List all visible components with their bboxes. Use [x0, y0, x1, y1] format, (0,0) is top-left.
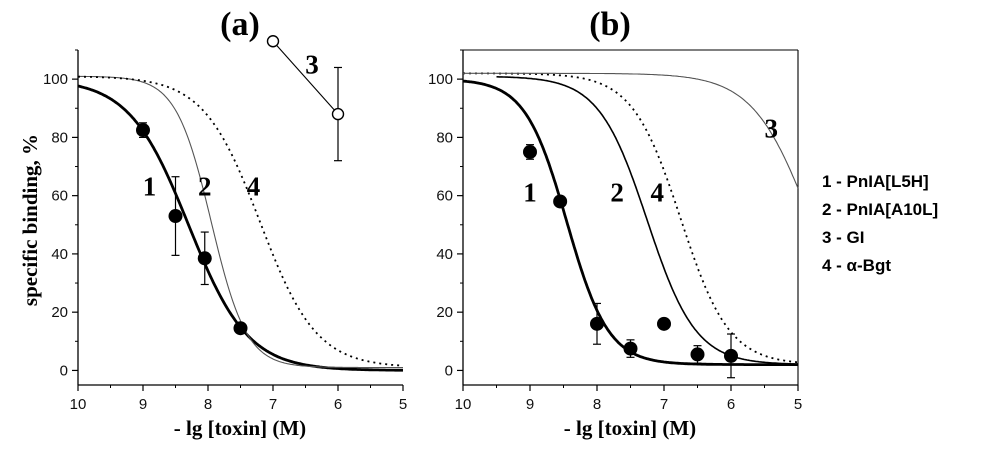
data-point-1	[724, 348, 738, 363]
y-tick-label: 80	[51, 129, 68, 146]
y-tick-label: 80	[436, 129, 453, 146]
x-tick-label: 7	[269, 396, 277, 413]
y-tick-label: 20	[51, 304, 68, 321]
x-tick-label: 9	[139, 396, 147, 413]
legend-entry-1: 1 - PnIA[L5H]	[822, 172, 929, 191]
y-tick-label: 60	[51, 188, 68, 205]
y-tick-label: 100	[43, 71, 68, 88]
fit-curve-4	[463, 72, 799, 364]
data-point-1	[233, 321, 248, 336]
y-tick-label: 40	[436, 246, 453, 263]
data-point-1	[197, 251, 212, 266]
fit-curve-4	[78, 75, 404, 367]
x-tick-label: 5	[399, 396, 407, 413]
x-tick-label: 10	[455, 396, 472, 413]
fit-curve-3	[463, 72, 799, 189]
data-point-3	[266, 35, 280, 48]
series-line-3	[272, 40, 339, 115]
data-point-1	[623, 341, 638, 356]
y-tick-label: 60	[436, 188, 453, 205]
data-point-1	[168, 209, 183, 224]
curve-label-2: 2	[198, 172, 212, 202]
y-axis-title: specific binding, %	[18, 134, 42, 306]
legend-entry-4: 4 - α-Bgt	[822, 256, 891, 275]
panel-a: (a) specific binding, % - lg [toxin] (M)…	[18, 6, 407, 440]
x-tick-label: 6	[727, 396, 735, 413]
fit-curve-2	[496, 76, 798, 365]
y-tick-label: 0	[60, 362, 68, 379]
curve-label-4: 4	[651, 177, 665, 207]
x-tick-label: 8	[593, 396, 601, 413]
data-point-1	[690, 347, 705, 362]
y-tick-label: 100	[428, 71, 453, 88]
legend: 1 - PnIA[L5H] 2 - PnIA[A10L] 3 - GI 4 - …	[822, 172, 938, 275]
x-tick-label: 8	[204, 396, 212, 413]
data-point-1	[136, 123, 150, 138]
x-tick-label: 6	[334, 396, 342, 413]
y-tick-label: 0	[445, 362, 453, 379]
data-point-1	[657, 316, 671, 331]
curve-label-1: 1	[523, 177, 537, 207]
panel-b: (b) - lg [toxin] (M) 10 9 8 7 6 5 0 20 40 60 80 100…	[428, 6, 802, 440]
panel-b-x-axis-title: - lg [toxin] (M)	[564, 416, 696, 440]
x-tick-label: 5	[794, 396, 802, 413]
curve-label-3: 3	[305, 49, 319, 79]
data-point-1	[590, 316, 604, 331]
x-tick-label: 9	[526, 396, 534, 413]
data-point-3	[331, 107, 345, 121]
x-tick-label: 7	[660, 396, 668, 413]
fit-curve-1	[462, 79, 798, 367]
panel-a-x-axis-title: - lg [toxin] (M)	[174, 416, 306, 440]
y-tick-label: 40	[51, 246, 68, 263]
panel-b-label: (b)	[589, 6, 631, 43]
curve-label-3: 3	[764, 113, 778, 143]
data-point-1	[523, 144, 537, 159]
legend-entry-3: 3 - GI	[822, 228, 865, 247]
y-tick-label: 20	[436, 304, 453, 321]
curve-label-1: 1	[143, 172, 157, 202]
data-point-1	[553, 194, 568, 209]
curve-label-2: 2	[610, 177, 624, 207]
curve-label-4: 4	[247, 172, 261, 202]
x-tick-label: 10	[70, 396, 87, 413]
legend-entry-2: 2 - PnIA[A10L]	[822, 200, 938, 219]
panel-a-label: (a)	[220, 6, 260, 43]
